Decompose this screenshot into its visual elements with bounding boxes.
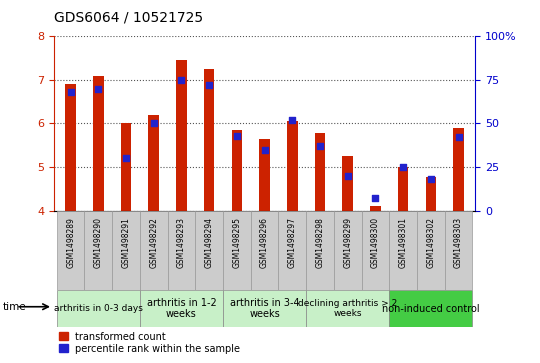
- Text: GSM1498297: GSM1498297: [288, 217, 297, 268]
- Text: arthritis in 3-4
weeks: arthritis in 3-4 weeks: [230, 298, 299, 319]
- Text: GSM1498293: GSM1498293: [177, 217, 186, 268]
- Text: GSM1498299: GSM1498299: [343, 217, 352, 268]
- Bar: [426, 176, 436, 211]
- Text: GSM1498295: GSM1498295: [232, 217, 241, 268]
- Bar: [259, 139, 270, 211]
- Text: time: time: [3, 302, 26, 312]
- Bar: [140, 290, 223, 327]
- Bar: [57, 290, 140, 327]
- Bar: [445, 211, 472, 290]
- Bar: [279, 211, 306, 290]
- Point: [233, 133, 241, 139]
- Point: [316, 143, 325, 149]
- Bar: [204, 69, 214, 211]
- Point: [454, 134, 463, 140]
- Point: [260, 147, 269, 152]
- Bar: [84, 211, 112, 290]
- Bar: [398, 167, 408, 211]
- Point: [288, 117, 296, 123]
- Bar: [315, 133, 325, 211]
- Text: GSM1498301: GSM1498301: [399, 217, 408, 268]
- Point: [150, 121, 158, 126]
- Point: [177, 77, 186, 83]
- Point: [66, 89, 75, 95]
- Legend: transformed count, percentile rank within the sample: transformed count, percentile rank withi…: [59, 331, 240, 354]
- Bar: [140, 211, 167, 290]
- Bar: [389, 290, 472, 327]
- Bar: [148, 115, 159, 211]
- Bar: [453, 128, 464, 211]
- Bar: [112, 211, 140, 290]
- Bar: [232, 130, 242, 211]
- Bar: [65, 84, 76, 211]
- Bar: [389, 211, 417, 290]
- Bar: [417, 211, 445, 290]
- Bar: [93, 76, 104, 211]
- Text: GSM1498292: GSM1498292: [149, 217, 158, 268]
- Text: GSM1498294: GSM1498294: [205, 217, 214, 268]
- Bar: [195, 211, 223, 290]
- Point: [205, 82, 213, 88]
- Bar: [176, 60, 187, 211]
- Text: non-induced control: non-induced control: [382, 303, 480, 314]
- Point: [94, 86, 103, 91]
- Bar: [57, 211, 84, 290]
- Bar: [121, 123, 131, 211]
- Bar: [334, 211, 362, 290]
- Text: GSM1498296: GSM1498296: [260, 217, 269, 268]
- Bar: [287, 121, 298, 211]
- Bar: [306, 290, 389, 327]
- Bar: [362, 211, 389, 290]
- Bar: [223, 290, 306, 327]
- Bar: [306, 211, 334, 290]
- Text: arthritis in 0-3 days: arthritis in 0-3 days: [54, 304, 143, 313]
- Text: GSM1498298: GSM1498298: [315, 217, 325, 268]
- Point: [343, 173, 352, 179]
- Text: GSM1498290: GSM1498290: [94, 217, 103, 268]
- Bar: [342, 156, 353, 211]
- Bar: [167, 211, 195, 290]
- Text: GSM1498291: GSM1498291: [122, 217, 131, 268]
- Text: arthritis in 1-2
weeks: arthritis in 1-2 weeks: [146, 298, 217, 319]
- Bar: [223, 211, 251, 290]
- Point: [371, 195, 380, 201]
- Text: GSM1498300: GSM1498300: [371, 217, 380, 268]
- Bar: [370, 206, 381, 211]
- Point: [427, 176, 435, 182]
- Text: GSM1498302: GSM1498302: [427, 217, 435, 268]
- Text: GSM1498289: GSM1498289: [66, 217, 75, 268]
- Bar: [251, 211, 279, 290]
- Text: GSM1498303: GSM1498303: [454, 217, 463, 268]
- Text: GDS6064 / 10521725: GDS6064 / 10521725: [54, 11, 203, 25]
- Text: declining arthritis > 2
weeks: declining arthritis > 2 weeks: [298, 299, 397, 318]
- Point: [122, 155, 130, 161]
- Point: [399, 164, 408, 170]
